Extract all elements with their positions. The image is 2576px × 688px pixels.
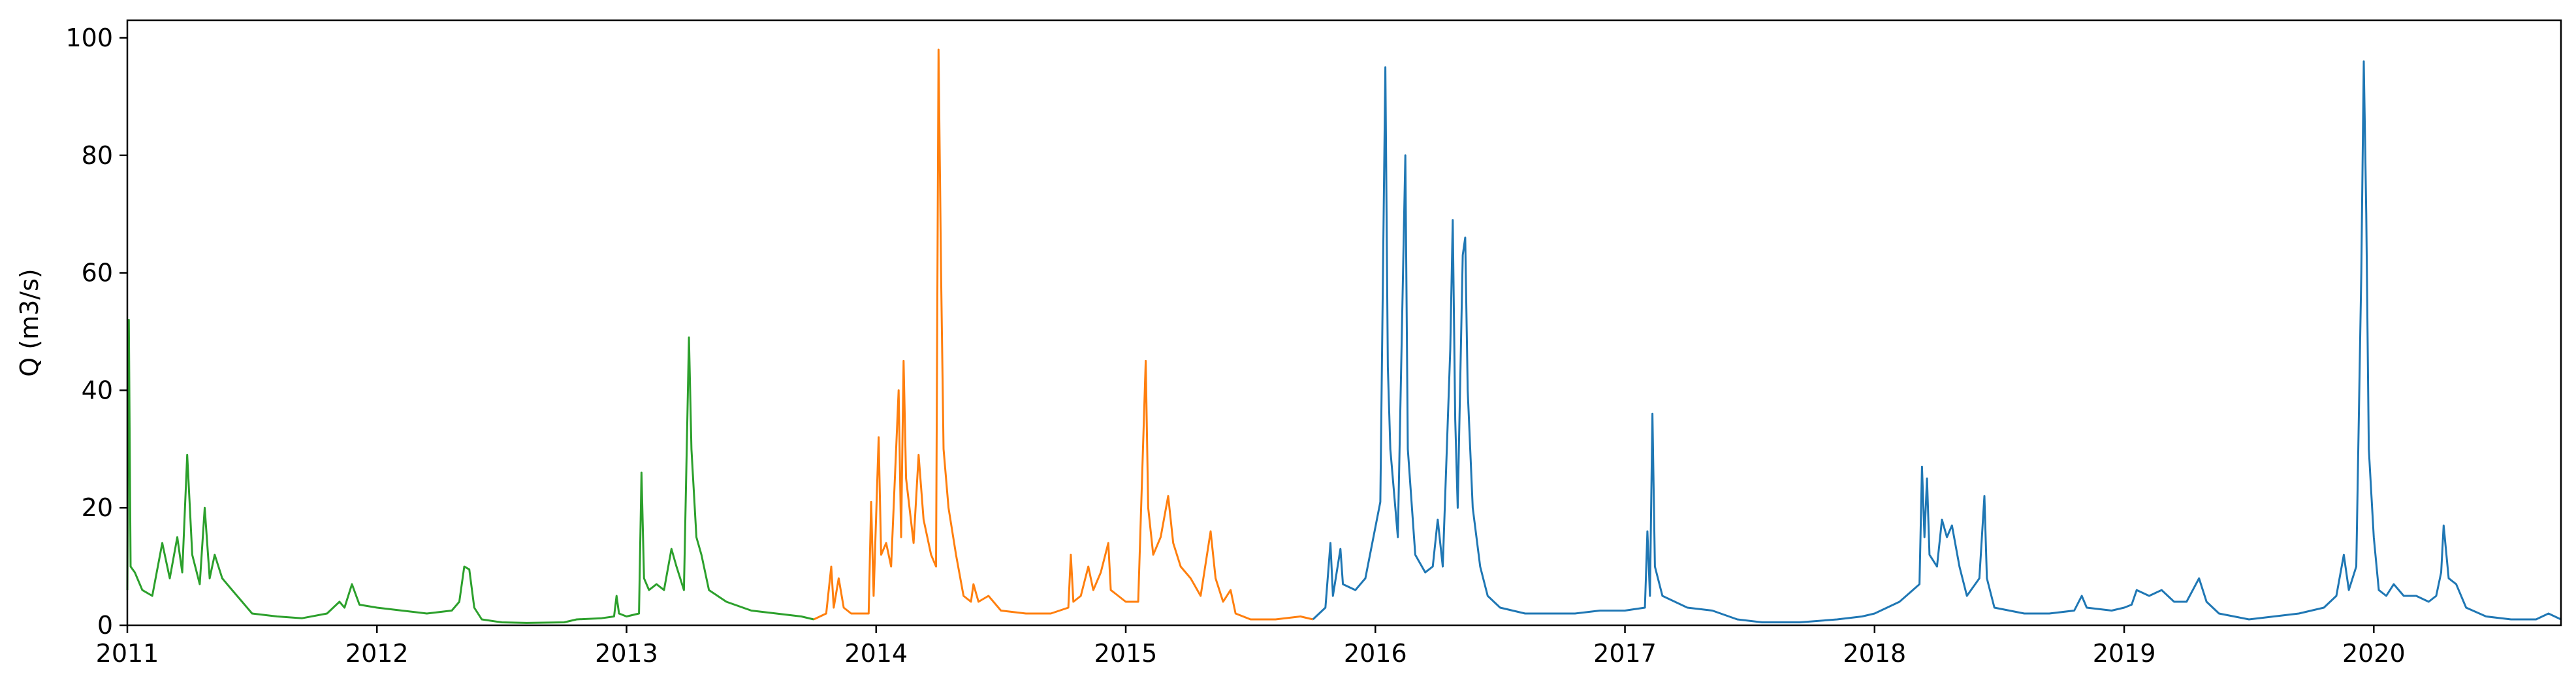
y-axis: 0 20 40 60 80 100 [65, 24, 127, 640]
x-tick-label: 2015 [1094, 639, 1158, 668]
y-tick-label: 100 [65, 24, 113, 52]
y-tick-label: 60 [82, 259, 113, 287]
y-tick-label: 40 [82, 376, 113, 404]
y-axis-label: Q (m3/s) [15, 269, 44, 376]
plot-frame [126, 19, 2562, 627]
series-layer [126, 48, 2562, 624]
x-tick-label: 2020 [2342, 639, 2406, 668]
x-tick-label: 2014 [844, 639, 908, 668]
x-tick-label: 2018 [1843, 639, 1906, 668]
series-line-3 [1312, 60, 2562, 623]
series-line-1 [126, 319, 814, 624]
x-axis: 2011 2012 2013 2014 2015 2016 2017 2018 2019 2020 [96, 625, 2406, 668]
y-tick-label: 20 [82, 493, 113, 522]
y-tick-label: 0 [97, 611, 113, 640]
series-line-2 [813, 48, 1314, 621]
x-tick-label: 2011 [96, 639, 159, 668]
x-tick-label: 2017 [1593, 639, 1657, 668]
y-tick-label: 80 [82, 141, 113, 170]
x-tick-label: 2016 [1344, 639, 1407, 668]
x-tick-label: 2019 [2093, 639, 2156, 668]
x-tick-label: 2012 [345, 639, 409, 668]
x-tick-label: 2013 [595, 639, 658, 668]
